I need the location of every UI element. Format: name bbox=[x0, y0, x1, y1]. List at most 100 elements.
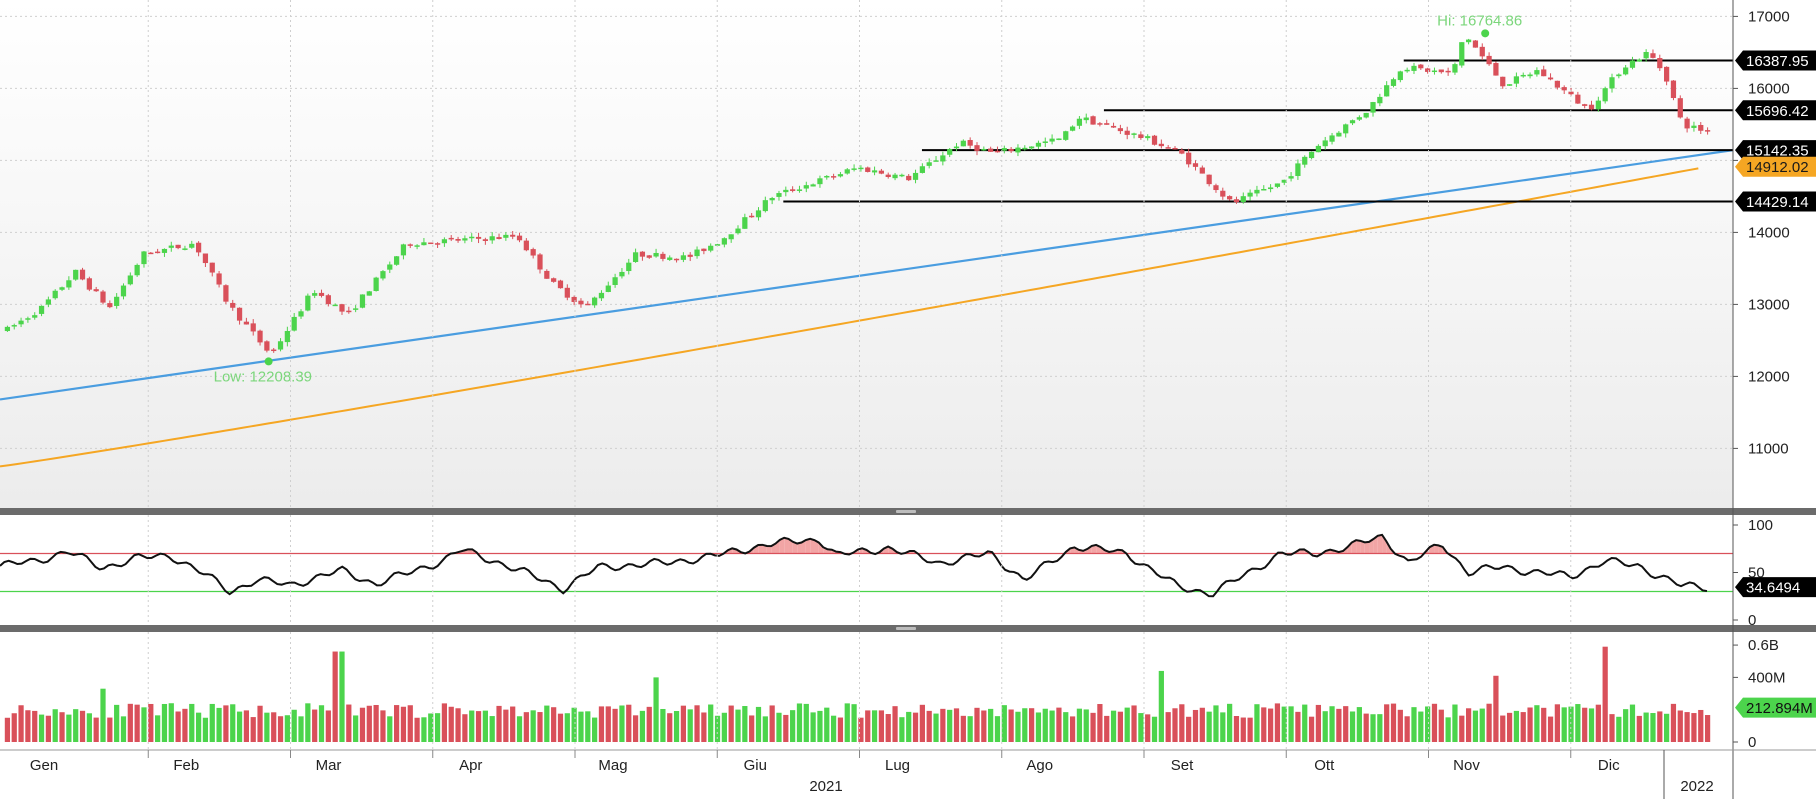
panel-resize-handle[interactable] bbox=[896, 627, 916, 630]
rsi-background bbox=[0, 515, 1733, 625]
panel-resize-handle[interactable] bbox=[896, 510, 916, 513]
volume-bar bbox=[1220, 712, 1226, 742]
candle-body bbox=[1370, 102, 1376, 113]
volume-bar bbox=[1172, 708, 1178, 742]
volume-bar bbox=[312, 709, 318, 742]
candle-body bbox=[1049, 138, 1055, 142]
volume-bar bbox=[1411, 707, 1417, 742]
rsi-overbought-fill bbox=[1351, 540, 1357, 554]
volume-bar bbox=[578, 711, 584, 742]
volume-tick-label: 0 bbox=[1748, 734, 1756, 751]
candle-body bbox=[503, 234, 509, 238]
volume-bar bbox=[168, 703, 174, 742]
volume-bar bbox=[120, 716, 127, 742]
volume-bar bbox=[605, 706, 611, 742]
volume-bar bbox=[1097, 704, 1103, 742]
candle-body bbox=[878, 170, 885, 174]
volume-bar bbox=[1384, 704, 1390, 742]
candle-body bbox=[1302, 156, 1308, 165]
volume-bar bbox=[1520, 712, 1526, 742]
candle-body bbox=[318, 292, 325, 296]
volume-bar bbox=[189, 703, 195, 742]
rsi-overbought-fill bbox=[762, 544, 767, 554]
low-annotation: Low: 12208.39 bbox=[214, 368, 312, 385]
volume-bar bbox=[1431, 703, 1438, 742]
volume-bar bbox=[1233, 716, 1240, 742]
candle-body bbox=[1124, 130, 1130, 135]
candle-body bbox=[1500, 76, 1506, 87]
volume-bar bbox=[899, 717, 905, 742]
volume-bar bbox=[1302, 704, 1308, 742]
candle-body bbox=[837, 174, 844, 177]
volume-bar bbox=[127, 703, 133, 742]
candle-body bbox=[667, 257, 673, 260]
volume-bar bbox=[830, 715, 837, 742]
candle-body bbox=[1192, 163, 1199, 167]
candle-body bbox=[4, 326, 11, 332]
volume-bar bbox=[1575, 704, 1581, 742]
candle-body bbox=[680, 255, 687, 260]
candle-body bbox=[209, 262, 215, 273]
volume-bar bbox=[1390, 703, 1397, 742]
volume-bar bbox=[380, 710, 386, 742]
volume-bar bbox=[1131, 705, 1137, 742]
candle-body bbox=[114, 296, 120, 306]
candle-body bbox=[353, 308, 359, 310]
candle-body bbox=[202, 253, 209, 264]
volume-bar bbox=[592, 717, 598, 742]
volume-bar bbox=[489, 716, 495, 742]
volume-bar bbox=[708, 704, 714, 742]
volume-bar bbox=[557, 713, 564, 742]
volume-bar bbox=[687, 709, 693, 742]
volume-bar bbox=[721, 712, 727, 742]
candle-body bbox=[284, 330, 290, 343]
candle-body bbox=[1247, 192, 1253, 197]
volume-bar bbox=[1493, 675, 1499, 742]
candle-body bbox=[243, 321, 250, 325]
candle-body bbox=[660, 253, 666, 259]
candle-body bbox=[1363, 112, 1369, 118]
volume-bar bbox=[988, 708, 994, 742]
candle-body bbox=[223, 285, 229, 302]
candle-body bbox=[1138, 134, 1144, 139]
volume-bar bbox=[960, 715, 966, 742]
level-tag-shape bbox=[1735, 191, 1816, 212]
rsi-overbought-fill bbox=[1360, 540, 1365, 554]
candle-body bbox=[1008, 148, 1014, 152]
volume-bar bbox=[523, 712, 529, 742]
volume-bar bbox=[694, 705, 700, 742]
volume-bar bbox=[291, 709, 297, 742]
x-tick-label: Nov bbox=[1453, 757, 1480, 774]
candle-body bbox=[557, 280, 564, 289]
candle-body bbox=[817, 178, 823, 185]
volume-bar bbox=[1377, 714, 1383, 742]
volume-bar bbox=[1418, 711, 1424, 742]
volume-bar bbox=[243, 710, 250, 742]
candle-body bbox=[1390, 79, 1397, 86]
candle-body bbox=[967, 140, 973, 146]
volume-bar bbox=[926, 710, 932, 742]
candle-body bbox=[264, 341, 270, 351]
candle-body bbox=[400, 244, 407, 256]
volume-bar bbox=[1329, 706, 1335, 742]
volume-bar bbox=[1063, 712, 1069, 742]
volume-bar bbox=[1240, 717, 1246, 742]
candle-body bbox=[1616, 74, 1622, 77]
volume-bar bbox=[1008, 709, 1014, 742]
volume-bar bbox=[981, 710, 987, 742]
volume-bar bbox=[1506, 712, 1513, 742]
candle-body bbox=[482, 239, 488, 241]
volume-bar bbox=[1670, 703, 1677, 742]
volume-bar bbox=[1206, 711, 1212, 742]
volume-bar bbox=[1022, 708, 1028, 742]
volume-bar bbox=[1343, 706, 1349, 742]
x-tick-label: Lug bbox=[885, 757, 910, 774]
rsi-overbought-fill bbox=[788, 538, 793, 554]
candle-body bbox=[1425, 68, 1431, 72]
candle-body bbox=[1097, 123, 1103, 125]
candle-body bbox=[1063, 131, 1069, 140]
x-tick-label: Feb bbox=[173, 757, 199, 774]
candle-body bbox=[1623, 67, 1629, 75]
volume-bar bbox=[32, 710, 38, 742]
